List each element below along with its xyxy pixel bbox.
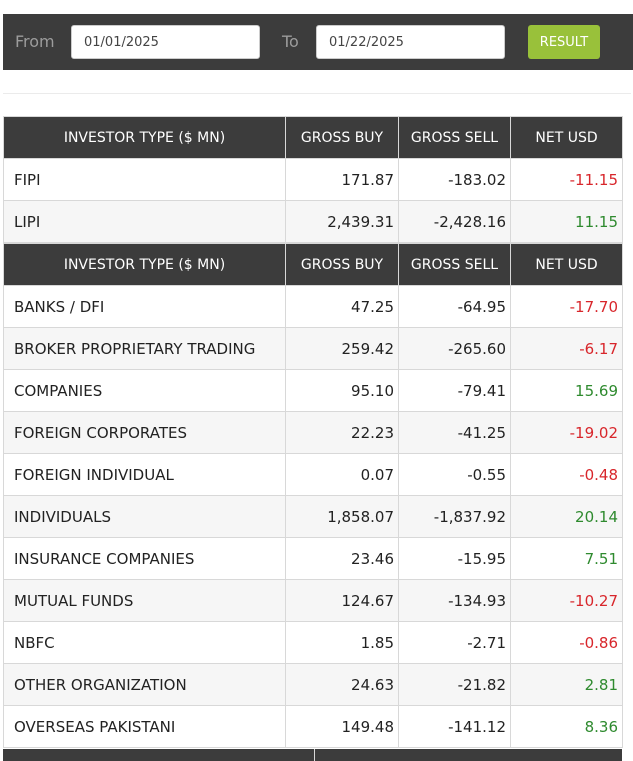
- investor-type-cell: LIPI: [3, 200, 286, 243]
- table-row: FIPI 171.87 -183.02 -11.15: [3, 158, 623, 201]
- gross-buy-cell: 149.48: [285, 705, 399, 748]
- header-gross-sell: GROSS SELL: [398, 243, 511, 286]
- investor-type-cell: OTHER ORGANIZATION: [3, 663, 286, 706]
- gross-sell-cell: -134.93: [398, 579, 511, 622]
- table-row: FOREIGN CORPORATES 22.23 -41.25 -19.02: [3, 411, 623, 454]
- net-usd-cell: 15.69: [510, 369, 623, 412]
- net-usd-cell: -17.70: [510, 285, 623, 328]
- investor-type-cell: MUTUAL FUNDS: [3, 579, 286, 622]
- gross-buy-cell: 1.85: [285, 621, 399, 664]
- table-row: LIPI 2,439.31 -2,428.16 11.15: [3, 200, 623, 243]
- gross-sell-cell: -79.41: [398, 369, 511, 412]
- net-usd-cell: -6.17: [510, 327, 623, 370]
- gross-sell-cell: -64.95: [398, 285, 511, 328]
- table-row: BROKER PROPRIETARY TRADING 259.42 -265.60-…: [3, 327, 623, 370]
- date-filter-bar: From To RESULT: [3, 14, 633, 70]
- gross-buy-cell: 95.10: [285, 369, 399, 412]
- investor-type-cell: INSURANCE COMPANIES: [3, 537, 286, 580]
- header-gross-buy: GROSS BUY: [285, 116, 399, 159]
- table-row: INSURANCE COMPANIES 23.46 -15.95 7.51: [3, 537, 623, 580]
- table-row: NBFC 1.85 -2.71 -0.86: [3, 621, 623, 664]
- to-label: To: [282, 32, 299, 51]
- gross-sell-cell: -0.55: [398, 453, 511, 496]
- header-gross-sell: GROSS SELL: [398, 116, 511, 159]
- table-header-row: INVESTOR TYPE ($ MN) GROSS BUY GROSS SEL…: [3, 116, 623, 159]
- investor-type-cell: BROKER PROPRIETARY TRADING: [3, 327, 286, 370]
- gross-sell-cell: -2,428.16: [398, 200, 511, 243]
- investor-type-cell: FOREIGN INDIVIDUAL: [3, 453, 286, 496]
- to-date-input[interactable]: [316, 25, 505, 59]
- gross-buy-cell: 22.23: [285, 411, 399, 454]
- table-row: OVERSEAS PAKISTANI 149.48 -141.12 8.36: [3, 705, 623, 748]
- gross-sell-cell: -265.60: [398, 327, 511, 370]
- investor-type-cell: FOREIGN CORPORATES: [3, 411, 286, 454]
- net-usd-cell: 7.51: [510, 537, 623, 580]
- gross-buy-cell: 47.25: [285, 285, 399, 328]
- gross-sell-cell: -15.95: [398, 537, 511, 580]
- header-net-usd: NET USD: [510, 116, 623, 159]
- investor-type-cell: INDIVIDUALS: [3, 495, 286, 538]
- gross-buy-cell: 259.42: [285, 327, 399, 370]
- fipi-lipi-table: INVESTOR TYPE ($ MN) GROSS BUY GROSS SEL…: [3, 116, 623, 243]
- next-table-header: [3, 749, 622, 761]
- header-net-usd: NET USD: [510, 243, 623, 286]
- net-usd-cell: -0.86: [510, 621, 623, 664]
- net-usd-cell: 11.15: [510, 200, 623, 243]
- gross-buy-cell: 1,858.07: [285, 495, 399, 538]
- net-usd-cell: -11.15: [510, 158, 623, 201]
- header-gross-buy: GROSS BUY: [285, 243, 399, 286]
- investor-category-table: INVESTOR TYPE ($ MN) GROSS BUY GROSS SEL…: [3, 243, 623, 748]
- table-row: OTHER ORGANIZATION 24.63 -21.82 2.81: [3, 663, 623, 706]
- net-usd-cell: -0.48: [510, 453, 623, 496]
- investor-type-cell: BANKS / DFI: [3, 285, 286, 328]
- table-row: MUTUAL FUNDS 124.67 -134.93 -10.27: [3, 579, 623, 622]
- net-usd-cell: 2.81: [510, 663, 623, 706]
- investor-type-cell: OVERSEAS PAKISTANI: [3, 705, 286, 748]
- table-header-row: INVESTOR TYPE ($ MN) GROSS BUY GROSS SEL…: [3, 243, 623, 286]
- from-label: From: [15, 32, 55, 51]
- gross-sell-cell: -41.25: [398, 411, 511, 454]
- gross-buy-cell: 24.63: [285, 663, 399, 706]
- net-usd-cell: -10.27: [510, 579, 623, 622]
- investor-type-cell: COMPANIES: [3, 369, 286, 412]
- net-usd-cell: 8.36: [510, 705, 623, 748]
- result-button[interactable]: RESULT: [528, 25, 600, 59]
- header-investor-type: INVESTOR TYPE ($ MN): [3, 243, 286, 286]
- table-row: COMPANIES 95.10 -79.41 15.69: [3, 369, 623, 412]
- gross-sell-cell: -2.71: [398, 621, 511, 664]
- gross-buy-cell: 0.07: [285, 453, 399, 496]
- gross-buy-cell: 23.46: [285, 537, 399, 580]
- divider: [3, 93, 631, 94]
- investor-type-cell: FIPI: [3, 158, 286, 201]
- from-date-input[interactable]: [71, 25, 260, 59]
- gross-buy-cell: 124.67: [285, 579, 399, 622]
- gross-buy-cell: 2,439.31: [285, 200, 399, 243]
- gross-buy-cell: 171.87: [285, 158, 399, 201]
- table-row: INDIVIDUALS 1,858.07 -1,837.92 20.14: [3, 495, 623, 538]
- investor-type-cell: NBFC: [3, 621, 286, 664]
- net-usd-cell: 20.14: [510, 495, 623, 538]
- gross-sell-cell: -141.12: [398, 705, 511, 748]
- header-investor-type: INVESTOR TYPE ($ MN): [3, 116, 286, 159]
- gross-sell-cell: -183.02: [398, 158, 511, 201]
- table-row: FOREIGN INDIVIDUAL 0.07 -0.55 -0.48: [3, 453, 623, 496]
- net-usd-cell: -19.02: [510, 411, 623, 454]
- gross-sell-cell: -1,837.92: [398, 495, 511, 538]
- table-row: BANKS / DFI 47.25 -64.95 -17.70: [3, 285, 623, 328]
- gross-sell-cell: -21.82: [398, 663, 511, 706]
